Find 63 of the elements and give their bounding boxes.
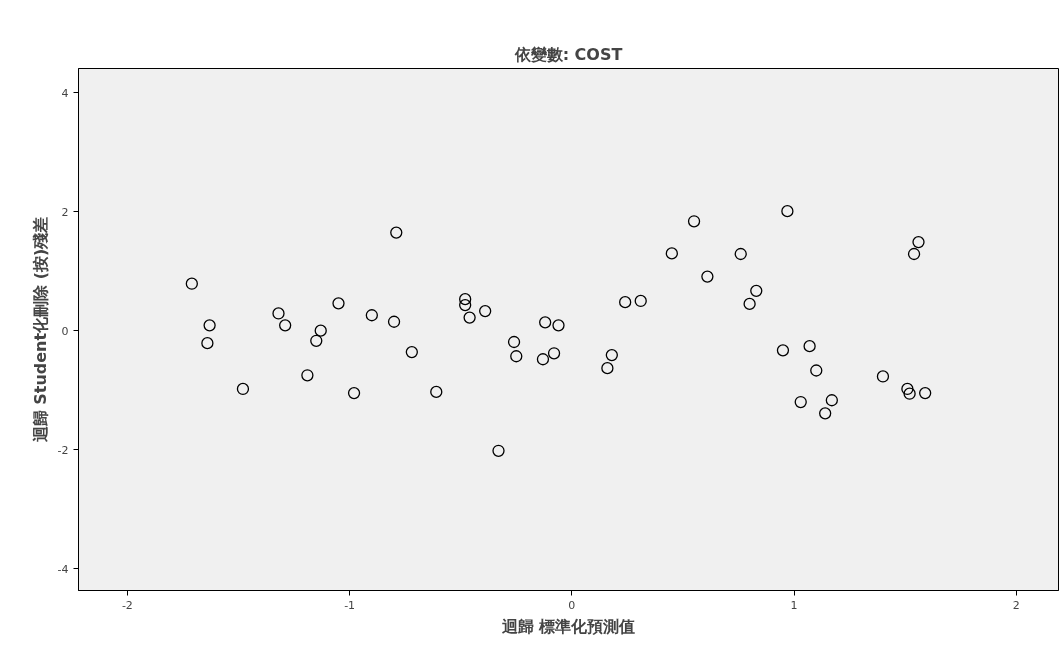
point <box>701 270 714 283</box>
point <box>634 294 647 308</box>
y-tick-label: -4 <box>57 562 69 576</box>
point <box>536 353 550 366</box>
point <box>734 247 747 261</box>
point <box>776 344 790 357</box>
point <box>901 382 914 396</box>
point <box>314 324 327 337</box>
y-tick-label: 0 <box>61 324 69 338</box>
point <box>459 298 472 312</box>
point <box>510 350 523 363</box>
point <box>236 382 250 396</box>
y-tick-label: -2 <box>57 443 69 457</box>
point <box>781 205 794 218</box>
point <box>390 226 403 239</box>
point <box>794 395 807 409</box>
point <box>876 370 890 383</box>
point <box>552 319 565 332</box>
x-tick-label: 2 <box>1012 598 1020 612</box>
point <box>687 215 701 228</box>
point <box>810 364 823 377</box>
point <box>912 235 925 249</box>
point <box>919 386 932 400</box>
point <box>430 385 443 399</box>
point <box>347 386 361 400</box>
point <box>605 348 618 362</box>
point <box>463 311 476 324</box>
point <box>819 407 832 420</box>
x-tick-label: 1 <box>790 598 798 612</box>
point <box>743 297 756 311</box>
point <box>185 277 198 290</box>
point <box>903 387 916 400</box>
point <box>459 293 472 306</box>
y-axis-title: 迴歸 Student化刪除 (按)殘差 <box>30 216 50 444</box>
x-tick-label: -1 <box>344 598 356 612</box>
point <box>201 337 214 350</box>
point <box>907 247 921 261</box>
point <box>601 362 614 375</box>
chart-title: 依變數: COST <box>513 44 623 64</box>
point <box>803 340 816 353</box>
y-tick-label: 2 <box>61 205 69 219</box>
x-tick-label: -2 <box>121 598 133 612</box>
point <box>272 307 285 320</box>
point <box>387 315 401 328</box>
point <box>310 334 323 347</box>
point <box>539 316 552 329</box>
x-tick-label: 0 <box>568 598 576 612</box>
point <box>619 296 632 309</box>
point <box>405 345 418 359</box>
point <box>365 309 378 322</box>
point <box>479 304 492 318</box>
point <box>203 319 216 332</box>
x-axis-title: 迴歸 標準化預測值 <box>500 616 636 636</box>
point <box>507 335 521 349</box>
y-tick-label: 4 <box>61 86 69 100</box>
point <box>279 319 292 332</box>
point <box>665 247 678 260</box>
point <box>332 297 345 310</box>
point <box>547 347 561 360</box>
point <box>825 394 838 407</box>
point <box>301 369 314 382</box>
point <box>750 284 763 297</box>
point <box>492 444 505 457</box>
